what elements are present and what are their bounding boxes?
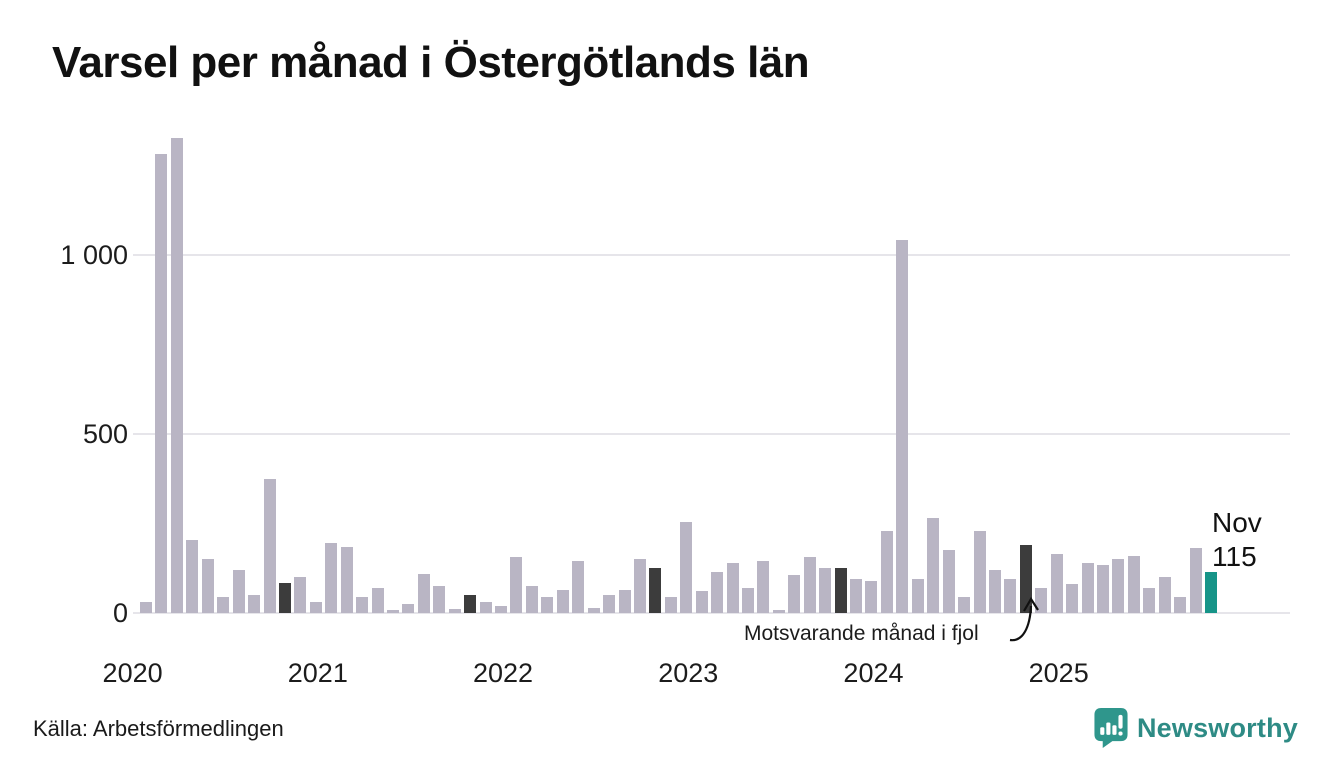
bar-sep-2024: [989, 570, 1001, 613]
x-axis-year-2025: 2025: [1028, 658, 1089, 688]
bar-maj-2023: [742, 588, 754, 613]
bar-nov-2023: [835, 568, 847, 613]
bar-jul-2023: [773, 610, 785, 613]
bar-aug-2023: [788, 575, 800, 613]
bar-mar-2023: [711, 572, 723, 613]
newsworthy-logo-text: Newsworthy: [1136, 712, 1298, 743]
bar-nov-2022: [649, 568, 661, 613]
bar-maj-2024: [927, 518, 939, 613]
bar-jul-2021: [402, 604, 414, 613]
bar-dec-2020: [294, 577, 306, 613]
bar-sep-2021: [433, 586, 445, 613]
bar-jun-2021: [387, 610, 399, 613]
bar-aug-2025: [1159, 577, 1171, 613]
page-title: Varsel per månad i Östergötlands län: [52, 38, 810, 87]
bar-nov-2020: [279, 583, 291, 613]
bar-sep-2022: [619, 590, 631, 613]
bar-jun-2020: [202, 559, 214, 613]
bar-maj-2020: [186, 540, 198, 613]
bar-sep-2023: [804, 557, 816, 613]
bar-apr-2025: [1097, 565, 1109, 613]
bar-okt-2023: [819, 568, 831, 613]
bar-jan-2023: [680, 522, 692, 613]
bar-feb-2021: [325, 543, 337, 613]
x-axis-year-2020: 2020: [102, 658, 163, 688]
x-axis-year-2024: 2024: [843, 658, 904, 688]
bar-sep-2025: [1174, 597, 1186, 613]
bar-mar-2020: [155, 154, 167, 613]
gridline-0: [133, 612, 1290, 614]
bar-apr-2021: [356, 597, 368, 613]
bar-jun-2025: [1128, 556, 1140, 613]
newsworthy-logo-icon: [1094, 708, 1128, 748]
bar-aug-2022: [603, 595, 615, 613]
bar-aug-2020: [233, 570, 245, 613]
bar-dec-2023: [850, 579, 862, 613]
source-caption: Källa: Arbetsförmedlingen: [33, 716, 284, 741]
bar-okt-2021: [449, 609, 461, 613]
y-axis-tick-label: 500: [82, 418, 128, 449]
y-axis-tick-label: 0: [112, 598, 128, 628]
bar-jan-2022: [495, 606, 507, 613]
bar-mar-2021: [341, 547, 353, 613]
bar-nov-2021: [464, 595, 476, 613]
bar-dec-2021: [480, 602, 492, 613]
newsworthy-logo: Newsworthy: [1094, 708, 1298, 748]
x-axis-year-2022: 2022: [472, 658, 534, 688]
gridline-1000: [133, 253, 1290, 256]
bar-okt-2024: [1004, 579, 1016, 613]
bar-feb-2024: [881, 531, 893, 613]
bar-dec-2024: [1035, 588, 1047, 613]
bar-jan-2025: [1051, 554, 1063, 613]
bar-feb-2020: [140, 602, 152, 613]
bar-aug-2021: [418, 574, 430, 613]
bar-jun-2023: [757, 561, 769, 613]
annotation-last-year: Motsvarande månad i fjol: [744, 622, 979, 646]
x-axis-year-2021: 2021: [287, 658, 348, 688]
y-axis-tick-label: 1 000: [60, 239, 128, 270]
annotation-text: Motsvarande månad i fjol: [744, 622, 979, 645]
bar-mar-2024: [896, 240, 908, 613]
bar-jan-2021: [310, 602, 322, 613]
current-month-label: Nov: [1212, 507, 1262, 538]
bar-jan-2024: [865, 581, 877, 613]
bar-dec-2022: [665, 597, 677, 613]
annotation-arrow-icon: [1009, 596, 1039, 642]
bar-maj-2021: [372, 588, 384, 613]
bar-sep-2020: [248, 595, 260, 613]
bar-okt-2025: [1190, 548, 1202, 613]
bar-jun-2024: [943, 550, 955, 613]
bar-apr-2024: [912, 579, 924, 613]
current-value: 115: [1212, 541, 1257, 572]
bar-apr-2022: [541, 597, 553, 613]
bar-aug-2024: [974, 531, 986, 613]
bar-okt-2020: [264, 479, 276, 613]
bar-jul-2022: [588, 608, 600, 613]
bar-nov-2025: [1205, 572, 1217, 613]
x-axis-year-2023: 2023: [658, 658, 719, 688]
bar-mar-2022: [526, 586, 538, 613]
gridline-500: [133, 432, 1290, 435]
bar-jul-2025: [1143, 588, 1155, 613]
bar-maj-2025: [1112, 559, 1124, 613]
bar-feb-2023: [696, 591, 708, 613]
bar-jul-2020: [217, 597, 229, 613]
bar-nov-2024: [1020, 545, 1032, 613]
bar-feb-2025: [1066, 584, 1078, 613]
bar-jun-2022: [572, 561, 584, 613]
bar-apr-2023: [727, 563, 739, 613]
bar-okt-2022: [634, 559, 646, 613]
bar-feb-2022: [510, 557, 522, 613]
bar-mar-2025: [1082, 563, 1094, 613]
bar-jul-2024: [958, 597, 970, 613]
current-value-label: Nov 115: [1212, 506, 1262, 574]
bar-maj-2022: [557, 590, 569, 613]
bar-apr-2020: [171, 138, 183, 613]
